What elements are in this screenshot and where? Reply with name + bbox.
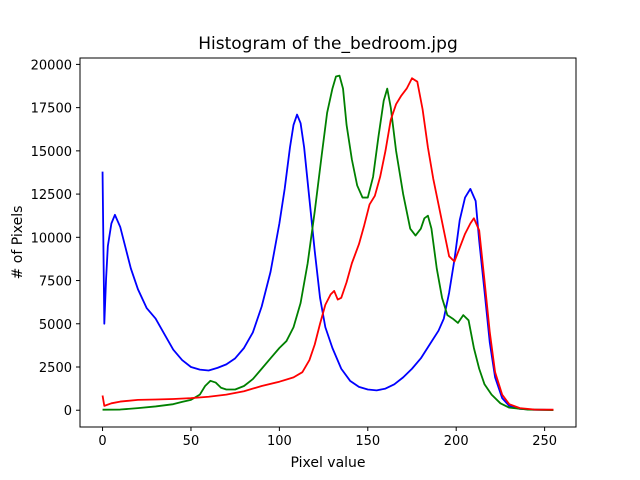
x-axis-title: Pixel value <box>290 455 365 471</box>
x-tick-label: 150 <box>355 434 380 449</box>
y-tick-label: 0 <box>64 404 72 419</box>
x-tick-label: 100 <box>267 434 292 449</box>
y-tick-label: 10000 <box>31 231 72 246</box>
plot-area: 0 50 100 150 200 2500250050007500100001250015… <box>31 57 577 449</box>
y-tick-label: 20000 <box>31 58 72 73</box>
series-line-1 <box>101 113 554 411</box>
x-tick-label: 0 <box>98 434 106 449</box>
y-tick-label: 2500 <box>39 361 72 376</box>
y-tick-label: 5000 <box>39 318 72 333</box>
x-tick-label: 250 <box>532 434 557 449</box>
y-tick-label: 17500 <box>31 102 72 117</box>
y-tick-label: 12500 <box>31 188 72 203</box>
series-line-3 <box>101 77 554 411</box>
y-tick-label: 7500 <box>39 275 72 290</box>
y-axis-title: # of Pixels <box>10 206 26 280</box>
x-tick-label: 50 <box>183 434 200 449</box>
x-tick-label: 200 <box>444 434 469 449</box>
series-line-2 <box>102 74 554 411</box>
chart-title: Histogram of the_bedroom.jpg <box>198 34 458 54</box>
plot-frame <box>79 57 577 428</box>
y-tick-label: 15000 <box>31 145 72 160</box>
